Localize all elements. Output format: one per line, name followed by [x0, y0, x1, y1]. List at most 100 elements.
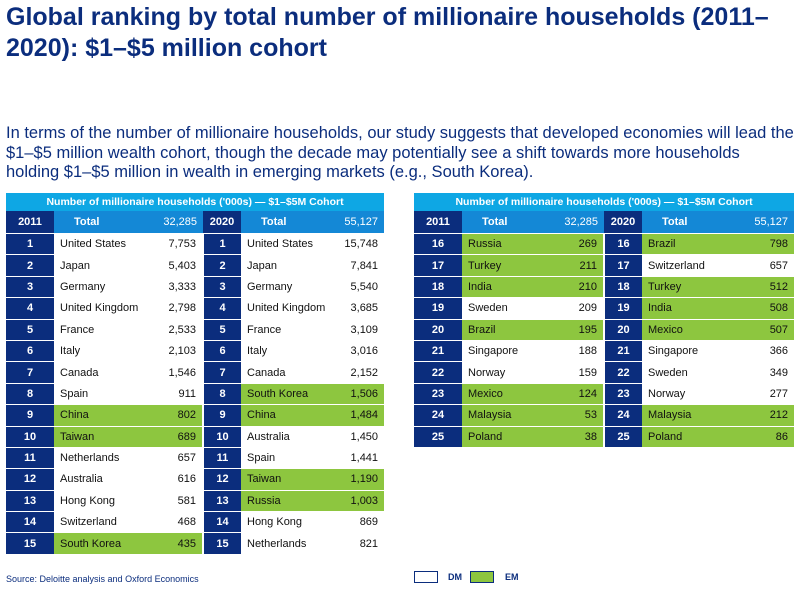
value-2020-cell: 2,152: [337, 361, 385, 384]
country-2020-cell: Turkey: [642, 275, 737, 298]
country-2020-cell: United States: [241, 232, 337, 255]
country-2020-cell: Japan: [241, 254, 337, 277]
rank-2011-cell: 11: [6, 446, 54, 470]
country-2020-cell: Netherlands: [241, 532, 337, 555]
intro-text: In terms of the number of millionaire ho…: [6, 124, 794, 181]
country-2020-cell: Taiwan: [241, 468, 337, 491]
table-row: 21 Singapore 188 21 Singapore 366: [414, 339, 795, 363]
rank-2020-cell: 23: [603, 382, 642, 406]
rank-2020-cell: 8: [202, 382, 241, 406]
rank-2011-cell: 4: [6, 297, 54, 320]
rank-2011-cell: 6: [6, 339, 54, 363]
country-2020-cell: Spain: [241, 446, 337, 469]
table-row: 22 Norway 159 22 Sweden 349: [414, 361, 795, 384]
country-2011-cell: Italy: [54, 339, 157, 362]
country-2011-cell: Switzerland: [54, 511, 157, 533]
rank-2020-cell: 2: [202, 254, 241, 277]
value-2020-cell: 277: [737, 382, 795, 405]
table-row: 19 Sweden 209 19 India 508: [414, 297, 795, 320]
rank-2011-cell: 3: [6, 275, 54, 299]
table-row: 16 Russia 269 16 Brazil 798: [414, 232, 795, 256]
header-year-2011: 2011: [6, 211, 54, 234]
country-2011-cell: Australia: [54, 468, 157, 491]
value-2020-cell: 212: [737, 404, 795, 427]
value-2020-cell: 5,540: [337, 275, 385, 298]
rank-2011-cell: 5: [6, 318, 54, 341]
table-row: 12 Australia 616 12 Taiwan 1,190: [6, 468, 385, 491]
rank-2011-cell: 25: [414, 425, 462, 448]
country-2020-cell: Poland: [642, 425, 737, 448]
country-2011-cell: United Kingdom: [54, 297, 157, 320]
country-2011-cell: Brazil: [462, 318, 542, 341]
country-2011-cell: United States: [54, 232, 157, 255]
rank-2020-cell: 11: [202, 446, 241, 470]
rank-2020-cell: 10: [202, 425, 241, 448]
rank-2020-cell: 19: [603, 297, 642, 320]
country-2011-cell: Canada: [54, 361, 157, 384]
table-row: 6 Italy 2,103 6 Italy 3,016: [6, 339, 385, 363]
table-row: 1 United States 7,753 1 United States 15,748: [6, 232, 385, 256]
rank-2020-cell: 15: [202, 532, 241, 555]
table-row: 17 Turkey 211 17 Switzerland 657: [414, 254, 795, 277]
rank-2011-cell: 20: [414, 318, 462, 341]
country-2020-cell: United Kingdom: [241, 297, 337, 320]
header-total-value-2020: 55,127: [737, 211, 795, 234]
header-year-2011: 2011: [414, 211, 462, 234]
country-2020-cell: Hong Kong: [241, 511, 337, 533]
value-2011-cell: 53: [542, 404, 604, 427]
country-2011-cell: Russia: [462, 232, 542, 255]
value-2011-cell: 1,546: [157, 361, 203, 384]
country-2020-cell: Switzerland: [642, 254, 737, 277]
rank-2020-cell: 1: [202, 232, 241, 256]
value-2011-cell: 5,403: [157, 254, 203, 277]
country-2011-cell: Taiwan: [54, 425, 157, 448]
value-2011-cell: 3,333: [157, 275, 203, 298]
country-2011-cell: Singapore: [462, 339, 542, 362]
value-2011-cell: 2,798: [157, 297, 203, 320]
header-total-2020: Total: [642, 211, 737, 234]
value-2020-cell: 821: [337, 532, 385, 555]
country-2011-cell: Spain: [54, 382, 157, 405]
table-row: 2 Japan 5,403 2 Japan 7,841: [6, 254, 385, 277]
rank-2020-cell: 3: [202, 275, 241, 299]
country-2011-cell: Netherlands: [54, 446, 157, 469]
value-2011-cell: 211: [542, 254, 604, 277]
value-2020-cell: 1,190: [337, 468, 385, 491]
value-2020-cell: 1,450: [337, 425, 385, 448]
header-total-value-2020: 55,127: [337, 211, 385, 234]
legend-dm-label: DM: [448, 572, 462, 582]
value-2011-cell: 435: [157, 532, 203, 555]
country-2020-cell: Canada: [241, 361, 337, 384]
country-2020-cell: China: [241, 404, 337, 427]
value-2020-cell: 366: [737, 339, 795, 362]
country-2020-cell: Norway: [642, 382, 737, 405]
table-row: 10 Taiwan 689 10 Australia 1,450: [6, 425, 385, 448]
value-2020-cell: 349: [737, 361, 795, 384]
value-2011-cell: 911: [157, 382, 203, 405]
rank-2020-cell: 25: [603, 425, 642, 448]
country-2011-cell: South Korea: [54, 532, 157, 555]
rank-2011-cell: 10: [6, 425, 54, 448]
country-2011-cell: Japan: [54, 254, 157, 277]
value-2011-cell: 581: [157, 489, 203, 512]
value-2020-cell: 86: [737, 425, 795, 448]
header-total-2011: Total: [54, 211, 157, 234]
value-2020-cell: 3,109: [337, 318, 385, 341]
table-caption: Number of millionaire households ('000s)…: [6, 193, 385, 211]
header-year-2020: 2020: [203, 211, 241, 234]
value-2011-cell: 159: [542, 361, 604, 384]
table-row: 20 Brazil 195 20 Mexico 507: [414, 318, 795, 341]
table-row: 13 Hong Kong 581 13 Russia 1,003: [6, 489, 385, 513]
rank-2011-cell: 2: [6, 254, 54, 277]
rank-2011-cell: 8: [6, 382, 54, 406]
value-2020-cell: 507: [737, 318, 795, 341]
value-2020-cell: 15,748: [337, 232, 385, 255]
rank-2020-cell: 6: [202, 339, 241, 363]
rank-2011-cell: 13: [6, 489, 54, 513]
rank-2011-cell: 15: [6, 532, 54, 555]
value-2011-cell: 2,103: [157, 339, 203, 362]
rank-2020-cell: 21: [603, 339, 642, 363]
country-2011-cell: Norway: [462, 361, 542, 384]
country-2011-cell: Germany: [54, 275, 157, 298]
source-note: Source: Deloitte analysis and Oxford Eco…: [6, 574, 199, 584]
